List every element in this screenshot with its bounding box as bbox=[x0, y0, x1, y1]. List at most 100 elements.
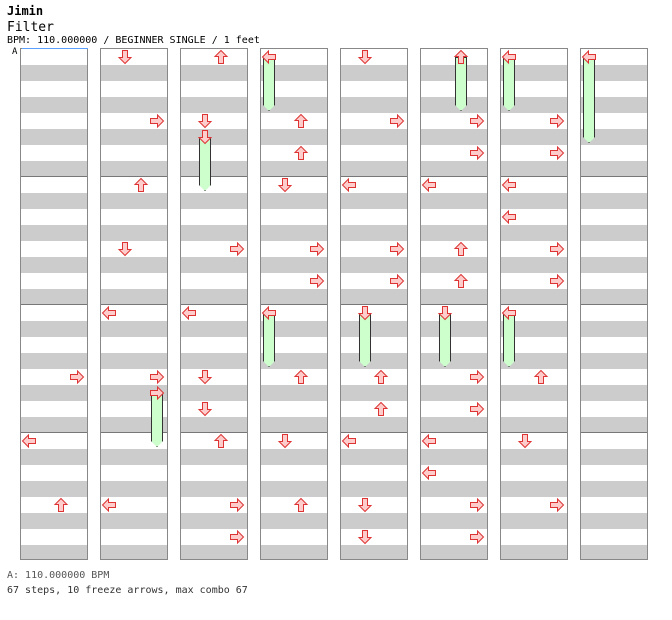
step-arrow-up bbox=[453, 241, 469, 256]
step-arrow-left bbox=[421, 465, 436, 481]
measure-line bbox=[581, 176, 647, 177]
step-arrow-left bbox=[101, 305, 116, 321]
step-arrow-left bbox=[261, 305, 276, 321]
freeze-arrow-down bbox=[359, 313, 371, 367]
freeze-arrow-left bbox=[263, 57, 275, 111]
step-arrow-up bbox=[293, 113, 309, 128]
step-arrow-right bbox=[550, 241, 565, 257]
bpm-legend: A: 110.000000 BPM bbox=[7, 570, 110, 581]
step-arrow-down bbox=[197, 402, 213, 417]
step-arrow-down bbox=[197, 370, 213, 385]
step-arrow-down bbox=[357, 498, 373, 513]
measure-line bbox=[421, 176, 487, 177]
step-arrow-right bbox=[470, 401, 485, 417]
measure-line bbox=[181, 304, 247, 305]
chart-stats: 67 steps, 10 freeze arrows, max combo 67 bbox=[7, 585, 248, 596]
measure-line bbox=[261, 304, 327, 305]
step-arrow-left bbox=[341, 177, 356, 193]
step-arrow-left bbox=[501, 305, 516, 321]
step-arrow-up bbox=[373, 401, 389, 416]
measure-line bbox=[181, 176, 247, 177]
chart-column bbox=[180, 48, 248, 560]
measure-line bbox=[581, 304, 647, 305]
freeze-arrow-down bbox=[199, 137, 211, 191]
freeze-arrow-left bbox=[263, 313, 275, 367]
step-arrow-right bbox=[550, 497, 565, 513]
measure-line bbox=[261, 176, 327, 177]
step-arrow-right bbox=[470, 529, 485, 545]
step-arrow-right bbox=[390, 113, 405, 129]
chart-column bbox=[420, 48, 488, 560]
step-arrow-right bbox=[470, 497, 485, 513]
bpm-change-line bbox=[22, 48, 88, 49]
step-arrow-left bbox=[501, 209, 516, 225]
measure-line bbox=[261, 432, 327, 433]
step-arrow-up bbox=[213, 433, 229, 448]
step-arrow-up bbox=[373, 369, 389, 384]
step-arrow-right bbox=[470, 113, 485, 129]
step-arrow-right bbox=[230, 529, 245, 545]
freeze-arrow-left bbox=[503, 57, 515, 111]
step-arrow-down bbox=[117, 242, 133, 257]
step-arrow-right bbox=[390, 273, 405, 289]
step-arrow-down bbox=[517, 434, 533, 449]
measure-line bbox=[421, 432, 487, 433]
step-arrow-down bbox=[357, 306, 373, 321]
step-arrow-left bbox=[341, 433, 356, 449]
freeze-arrow-left bbox=[503, 313, 515, 367]
step-arrow-up bbox=[453, 273, 469, 288]
measure-line bbox=[21, 432, 87, 433]
chart-column bbox=[260, 48, 328, 560]
song-title: Filter bbox=[7, 20, 54, 35]
step-arrow-right bbox=[310, 241, 325, 257]
chart-column bbox=[500, 48, 568, 560]
chart-meta: BPM: 110.000000 / BEGINNER SINGLE / 1 fe… bbox=[7, 35, 260, 46]
step-arrow-right bbox=[550, 113, 565, 129]
step-arrow-right bbox=[230, 497, 245, 513]
step-arrow-up bbox=[213, 49, 229, 64]
step-arrow-down bbox=[197, 114, 213, 129]
freeze-arrow-up bbox=[455, 57, 467, 111]
measure-line bbox=[501, 304, 567, 305]
step-arrow-right bbox=[310, 273, 325, 289]
step-arrow-right bbox=[70, 369, 85, 385]
step-arrow-down bbox=[197, 130, 213, 145]
bpm-marker: A bbox=[12, 47, 18, 57]
step-arrow-down bbox=[277, 434, 293, 449]
measure-line bbox=[501, 432, 567, 433]
freeze-arrow-left bbox=[583, 57, 595, 143]
measure-line bbox=[101, 304, 167, 305]
measure-line bbox=[501, 176, 567, 177]
chart-column bbox=[340, 48, 408, 560]
step-arrow-up bbox=[293, 497, 309, 512]
step-arrow-up bbox=[533, 369, 549, 384]
chart-column bbox=[100, 48, 168, 560]
freeze-arrow-right bbox=[151, 393, 163, 447]
step-arrow-right bbox=[390, 241, 405, 257]
step-arrow-left bbox=[501, 49, 516, 65]
measure-line bbox=[21, 304, 87, 305]
step-arrow-right bbox=[150, 369, 165, 385]
song-artist: Jimin bbox=[7, 4, 44, 18]
step-arrow-up bbox=[293, 369, 309, 384]
step-arrow-left bbox=[261, 49, 276, 65]
step-arrow-up bbox=[53, 497, 69, 512]
step-arrow-down bbox=[357, 50, 373, 65]
freeze-arrow-down bbox=[439, 313, 451, 367]
measure-line bbox=[341, 432, 407, 433]
step-arrow-right bbox=[150, 113, 165, 129]
chart-column bbox=[580, 48, 648, 560]
measure-line bbox=[101, 432, 167, 433]
step-arrow-right bbox=[550, 273, 565, 289]
step-arrow-down bbox=[117, 50, 133, 65]
step-arrow-down bbox=[437, 306, 453, 321]
step-arrow-left bbox=[421, 177, 436, 193]
measure-line bbox=[421, 304, 487, 305]
measure-line bbox=[581, 432, 647, 433]
step-arrow-right bbox=[150, 385, 165, 401]
step-arrow-left bbox=[101, 497, 116, 513]
measure-line bbox=[341, 304, 407, 305]
measure-line bbox=[101, 176, 167, 177]
measure-line bbox=[21, 176, 87, 177]
step-arrow-down bbox=[277, 178, 293, 193]
